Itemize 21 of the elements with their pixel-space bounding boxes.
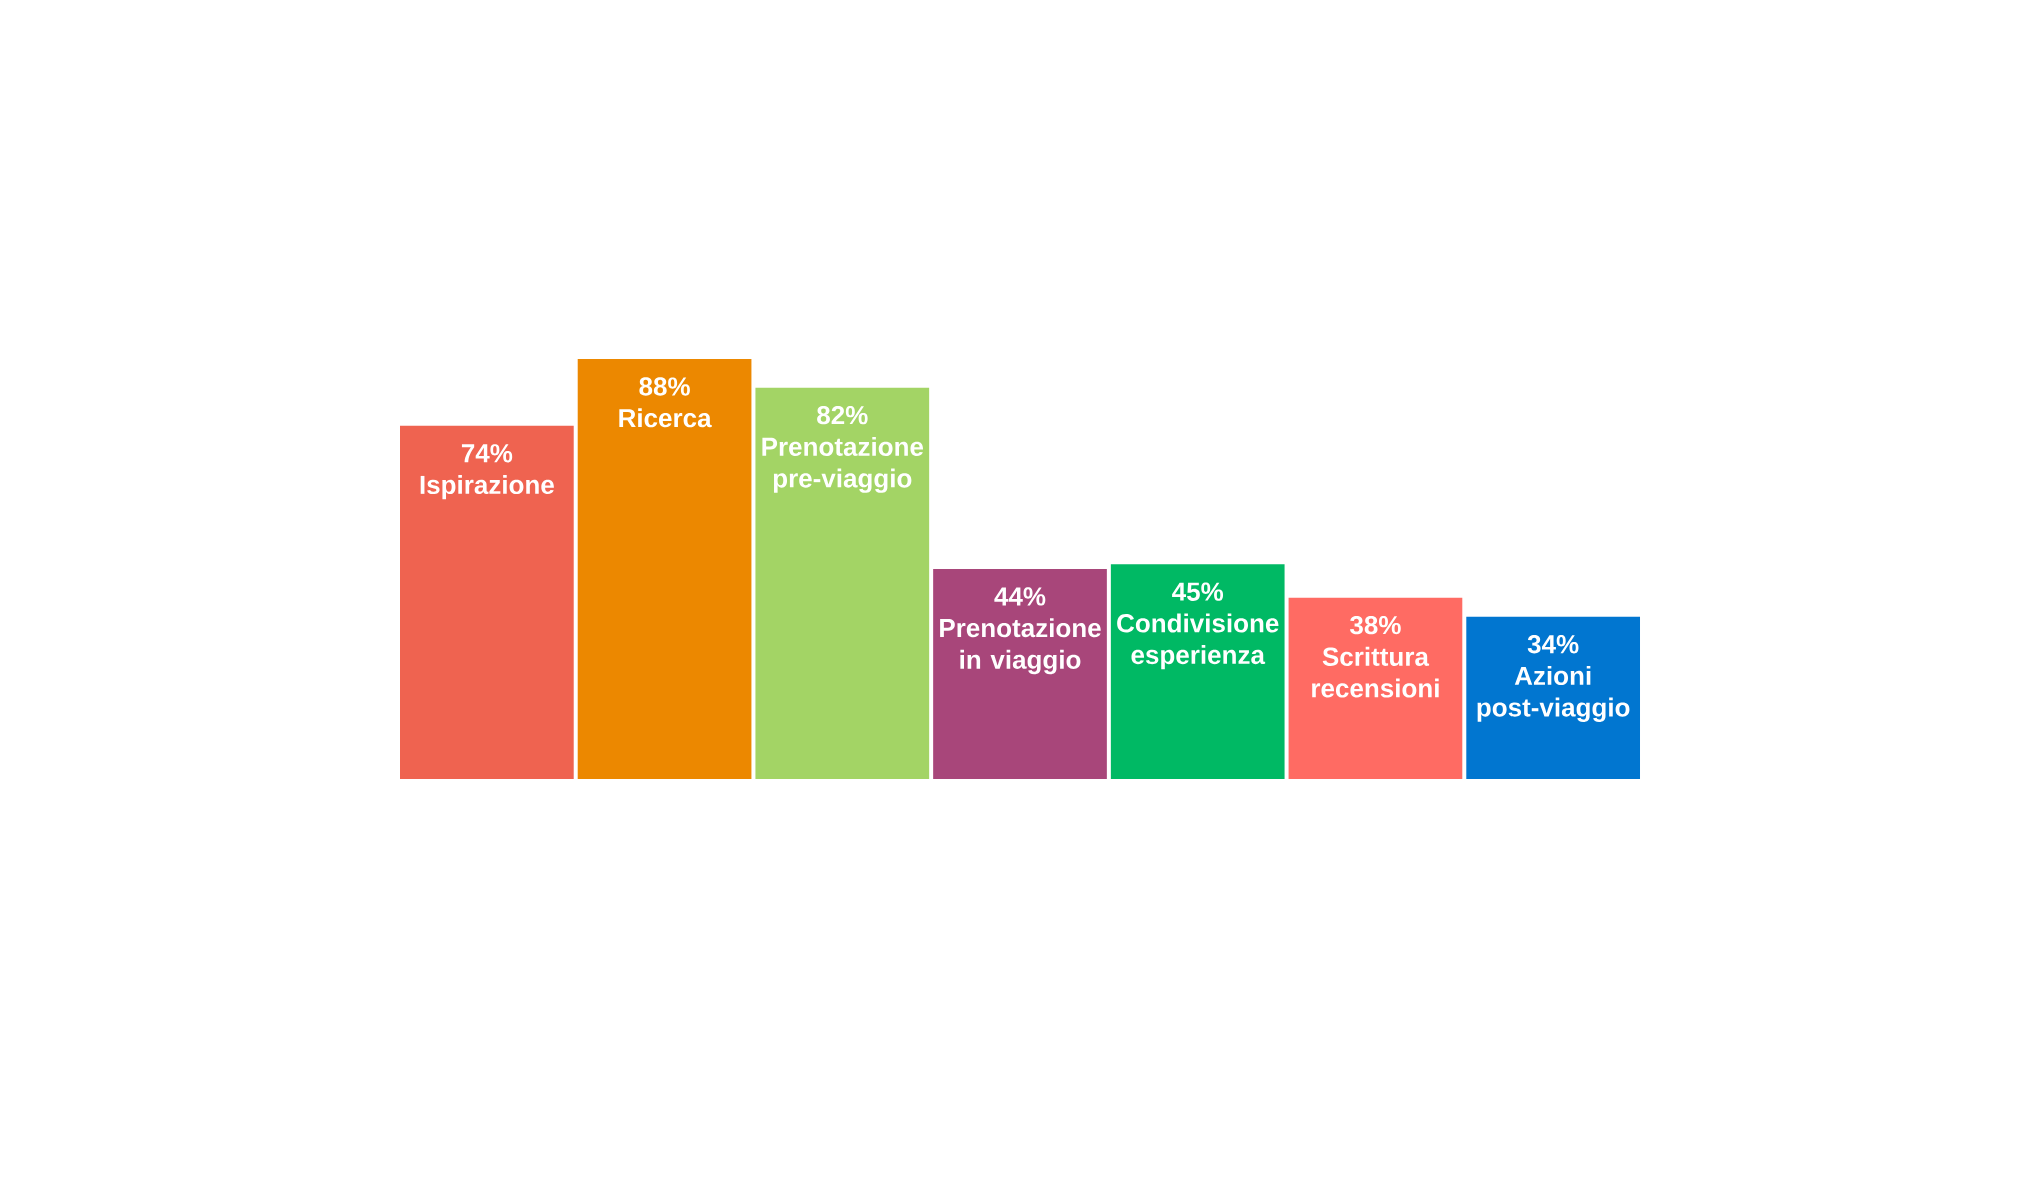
x-tick-label: Condivisione esperienza [1117, 613, 1279, 670]
bar [400, 425, 574, 779]
data-label: 82% [817, 405, 868, 425]
bar [1288, 597, 1463, 779]
x-tick-label: Prenotazione in viaggio [940, 618, 1101, 675]
x-tick-label: Scrittura recensioni [1312, 646, 1439, 698]
bar [933, 569, 1107, 779]
x-tick-label: Ispirazione [420, 474, 554, 500]
data-label: 45% [1172, 582, 1224, 601]
bar [1466, 616, 1641, 779]
bar [577, 359, 752, 779]
bar [755, 387, 930, 779]
data-label: 34% [1527, 634, 1579, 654]
data-label: 88% [639, 377, 690, 396]
bar [1110, 564, 1285, 779]
x-tick-label: Prenotazione pre-viaggio [762, 436, 924, 493]
data-label: 44% [994, 587, 1046, 606]
data-label: 38% [1350, 615, 1401, 635]
x-tick-label: Ricerca [619, 408, 712, 428]
x-tick-label: Azioni post-viaggio [1477, 665, 1630, 722]
data-label: 74% [461, 444, 513, 463]
